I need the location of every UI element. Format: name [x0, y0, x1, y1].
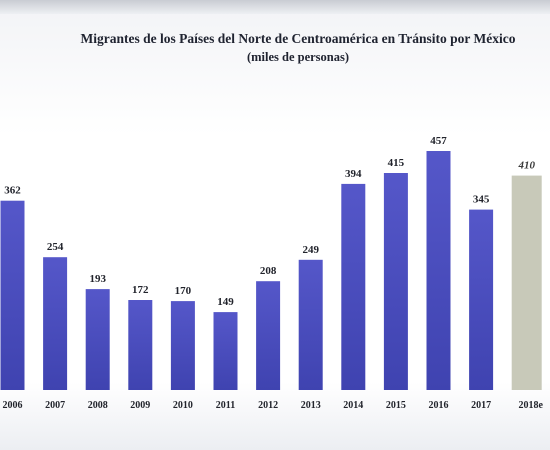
- bar-2015: [383, 173, 408, 390]
- x-tick-label-2012: 2012: [258, 400, 278, 411]
- bar-2008: [85, 289, 110, 390]
- bar-2012: [256, 281, 281, 390]
- bar-2006: [0, 200, 25, 390]
- bar-2017: [469, 209, 494, 390]
- value-label-2008: 193: [89, 273, 106, 285]
- bar-2018e: [511, 175, 542, 390]
- value-label-2018e: 410: [517, 160, 535, 172]
- x-tick-label-2018e: 2018e: [518, 400, 543, 411]
- value-label-2011: 149: [217, 296, 234, 308]
- x-tick-label-2011: 2011: [216, 400, 235, 411]
- x-tick-label-2008: 2008: [88, 400, 108, 411]
- value-label-2007: 254: [47, 241, 64, 253]
- value-label-2009: 172: [132, 284, 149, 296]
- bar-2009: [128, 300, 153, 390]
- value-label-2006: 362: [4, 185, 21, 197]
- value-label-2017: 345: [473, 194, 490, 206]
- value-label-2013: 249: [302, 244, 319, 256]
- value-label-2012: 208: [260, 265, 277, 277]
- value-label-2015: 415: [388, 157, 405, 169]
- value-label-2010: 170: [175, 285, 192, 297]
- x-tick-label-2016: 2016: [429, 400, 449, 411]
- x-tick-label-2006: 2006: [3, 400, 23, 411]
- bar-2007: [43, 257, 68, 390]
- bar-2011: [213, 312, 238, 390]
- x-tick-label-2010: 2010: [173, 400, 193, 411]
- x-tick-label-2017: 2017: [471, 400, 491, 411]
- value-label-2014: 394: [345, 168, 362, 180]
- x-tick-label-2014: 2014: [343, 400, 363, 411]
- chart-title: Migrantes de los Países del Norte de Cen…: [80, 31, 516, 46]
- bar-2014: [341, 183, 366, 390]
- x-tick-label-2009: 2009: [130, 400, 150, 411]
- x-tick-label-2015: 2015: [386, 400, 406, 411]
- bar-2016: [426, 151, 451, 390]
- screen-top-edge: [0, 0, 550, 14]
- x-tick-label-2013: 2013: [301, 400, 321, 411]
- bar-2013: [298, 259, 323, 390]
- x-tick-label-2007: 2007: [45, 400, 65, 411]
- value-label-2016: 457: [430, 135, 447, 147]
- bar-2010: [170, 301, 195, 390]
- chart-subtitle: (miles de personas): [246, 50, 350, 64]
